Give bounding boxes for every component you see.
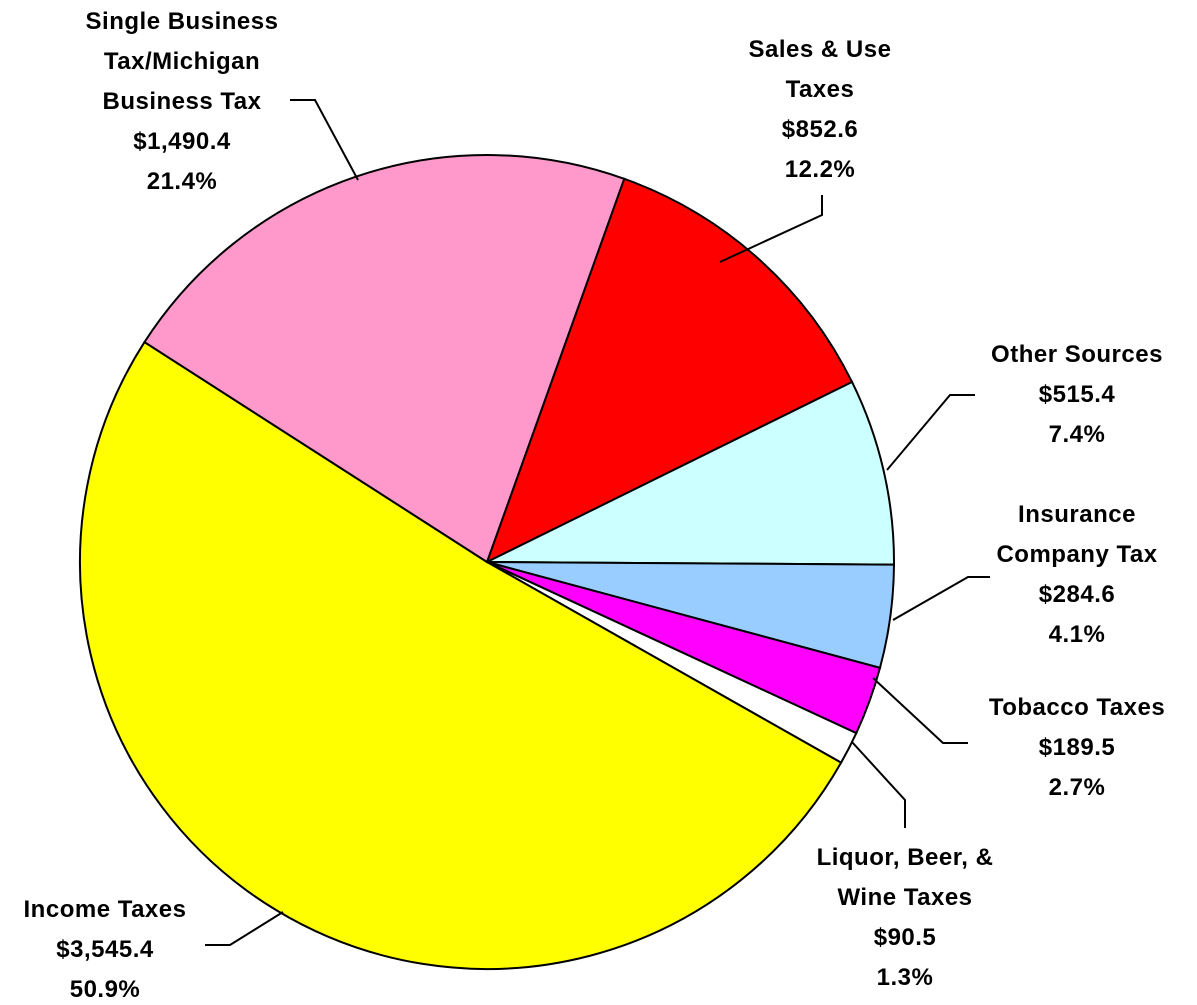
value-label: $189.5 [1038, 734, 1116, 761]
pie-slice [78, 340, 843, 970]
percent-label: 7.4% [1048, 421, 1106, 448]
category-label: Sales & Use Taxes [748, 36, 892, 103]
leader-line [872, 677, 968, 744]
percent-label: 1.3% [876, 964, 934, 991]
value-label: $1,490.4 [133, 128, 231, 155]
percent-label: 4.1% [1048, 621, 1106, 648]
pie-slice [485, 177, 854, 564]
pie-slice [486, 380, 895, 566]
slice-label: Tobacco Taxes $189.5 2.7% [962, 688, 1192, 808]
percent-label: 12.2% [784, 156, 856, 183]
leader-line [719, 195, 823, 263]
slice-label: Liquor, Beer, & Wine Taxes $90.5 1.3% [800, 838, 1010, 998]
percent-label: 50.9% [69, 976, 141, 1003]
percent-label: 21.4% [146, 168, 218, 195]
category-label: Single Business Tax/Michigan Business Ta… [85, 8, 279, 115]
category-label: Other Sources [991, 341, 1163, 368]
leader-line [205, 911, 284, 946]
category-label: Insurance Company Tax [996, 501, 1158, 568]
slice-label: Income Taxes $3,545.4 50.9% [0, 890, 210, 1005]
slice-label: Other Sources $515.4 7.4% [972, 335, 1182, 455]
slice-label: Sales & Use Taxes $852.6 12.2% [745, 30, 895, 190]
category-label: Tobacco Taxes [988, 694, 1166, 721]
value-label: $3,545.4 [56, 936, 154, 963]
leader-line [290, 99, 359, 181]
value-label: $515.4 [1038, 381, 1116, 408]
category-label: Liquor, Beer, & Wine Taxes [816, 844, 994, 911]
percent-label: 2.7% [1048, 774, 1106, 801]
slice-label: Insurance Company Tax $284.6 4.1% [987, 495, 1167, 655]
leader-line [886, 394, 975, 471]
value-label: $284.6 [1038, 581, 1116, 608]
category-label: Income Taxes [23, 896, 187, 923]
value-label: $852.6 [781, 116, 859, 143]
value-label: $90.5 [873, 924, 937, 951]
leader-line [851, 741, 906, 828]
leader-line [892, 576, 990, 621]
slice-label: Single Business Tax/Michigan Business Ta… [82, 2, 282, 202]
